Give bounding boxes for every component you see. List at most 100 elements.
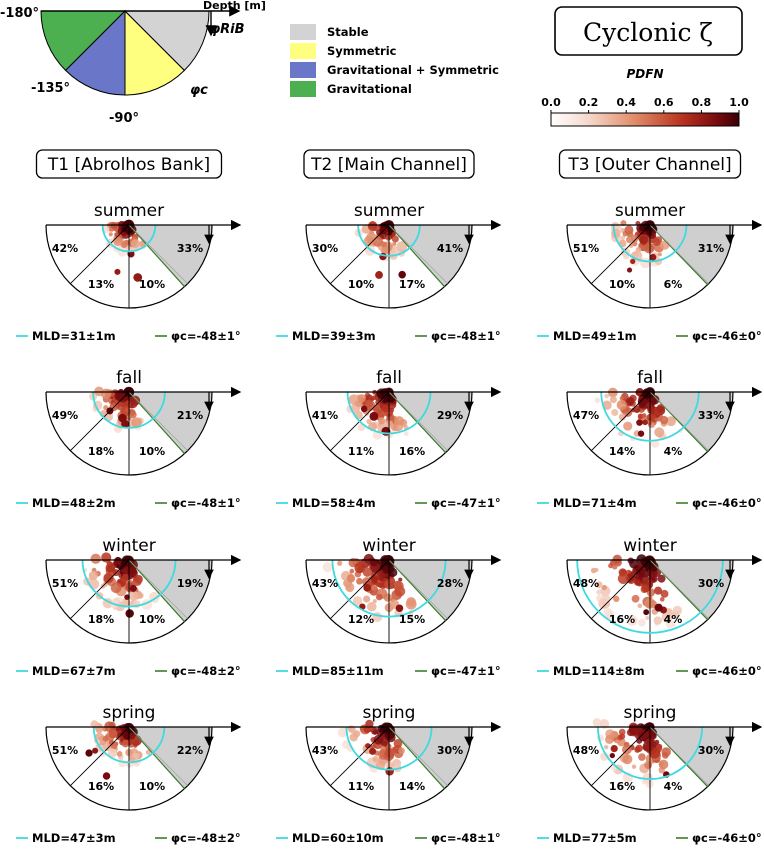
pdf-blob — [129, 584, 137, 592]
pdf-blob — [609, 396, 617, 404]
pdf-blob — [396, 241, 408, 252]
panel-0-summer: summer 42% 13% 10% 33% MLD=31±1m φc=-48±1° — [16, 201, 242, 343]
pdf-blob — [611, 765, 617, 771]
pdf-blob — [642, 740, 654, 752]
guide-line — [128, 726, 188, 786]
stable-sector — [129, 727, 212, 789]
season-title: winter — [102, 536, 156, 556]
legend-label-2: Gravitational + Symmetric — [327, 63, 499, 77]
panel-1-summer: summer 30% 10% 17% 41% MLD=39±3m φc=-48±1° — [276, 201, 502, 343]
legend-angle-90: -90° — [109, 111, 139, 126]
legend-depth-label: Depth [m] — [203, 0, 266, 12]
phic-legend-label: φc=-48±1° — [431, 329, 501, 343]
phic-legend-label: φc=-46±0° — [692, 831, 762, 845]
guide-line — [649, 224, 709, 284]
phic-legend-label: φc=-46±0° — [692, 329, 762, 343]
column-header-2: T3 [Outer Channel] — [567, 155, 731, 175]
pdf-blob — [105, 563, 116, 573]
season-title: fall — [116, 368, 142, 388]
pct-grav-sym: 16% — [88, 780, 114, 793]
pct-grav-sym: 13% — [88, 278, 114, 291]
pdf-blob — [653, 616, 663, 625]
pdf-blob — [126, 726, 133, 733]
pct-symmetric: 14% — [399, 780, 425, 793]
pdf-blob — [337, 560, 343, 566]
cyclonic-title-box: Cyclonic ζ — [554, 6, 743, 56]
pdf-blob — [635, 744, 643, 753]
pdf-blob — [638, 753, 646, 761]
guide-line — [388, 559, 448, 619]
pdf-blob — [366, 232, 377, 244]
pct-grav-sym: 11% — [348, 445, 374, 458]
phi-c-line — [128, 726, 185, 790]
season-title: fall — [637, 368, 663, 388]
colorbar-tick-label-1: 0.2 — [579, 96, 599, 109]
mld-legend-label: MLD=85±11m — [292, 664, 384, 678]
panel-1-spring: spring 43% 11% 14% 30% MLD=60±10m φc=-48±1° — [276, 703, 502, 845]
season-title: winter — [362, 536, 416, 556]
pct-stable: 33% — [698, 409, 724, 422]
phic-legend-label: φc=-48±2° — [171, 664, 241, 678]
phi-c-line — [128, 559, 185, 623]
pct-gravitational: 47% — [573, 409, 599, 422]
pdf-blob — [384, 747, 395, 758]
legend-key: Depth [m] φRiB φc -180° -135° -90° Stable Symme… — [0, 0, 499, 126]
pct-symmetric: 4% — [664, 445, 683, 458]
mld-legend-label: MLD=49±1m — [553, 329, 637, 343]
pdf-blob — [398, 747, 405, 755]
guide-line — [128, 391, 188, 451]
legend-label-3: Gravitational — [327, 82, 412, 96]
pdf-blob — [345, 582, 355, 593]
sector-divider — [590, 559, 651, 620]
pdf-blob — [596, 589, 602, 595]
season-title: fall — [376, 368, 402, 388]
pct-grav-sym: 18% — [88, 445, 114, 458]
pdf-blob — [364, 411, 370, 416]
pdf-blob — [630, 258, 636, 265]
legend-label-0: Stable — [327, 25, 369, 39]
pdf-blob — [372, 756, 379, 763]
sector-divider — [69, 391, 130, 452]
pdf-blob — [381, 246, 390, 255]
sector-divider — [69, 726, 130, 787]
pdf-blob — [626, 397, 635, 406]
cyclonic-title: Cyclonic ζ — [583, 18, 713, 47]
column-header-box-2 — [558, 149, 742, 179]
panel-0-winter: winter 51% 18% 10% 19% MLD=67±7m φc=-48±2° — [16, 536, 242, 678]
pdf-blob — [632, 241, 638, 247]
colorbar-tick-label-0: 0.0 — [541, 96, 561, 109]
pct-stable: 21% — [177, 409, 203, 422]
phic-legend-label: φc=-48±1° — [171, 329, 241, 343]
legend-angle-135: -135° — [31, 81, 70, 96]
pct-gravitational: 51% — [573, 242, 599, 255]
pdf-blob — [595, 581, 603, 589]
pct-grav-sym: 16% — [609, 780, 635, 793]
legend-sector-grav-sym — [64, 9, 126, 96]
pdf-blob — [657, 574, 666, 583]
pdf-blob — [659, 415, 669, 425]
pdf-blob — [391, 231, 396, 237]
legend-phi-rib-label: φRiB — [210, 22, 245, 37]
pdf-blob — [393, 581, 404, 591]
pdf-blob — [654, 586, 663, 595]
mld-legend-label: MLD=47±3m — [32, 831, 116, 845]
pct-stable: 33% — [177, 242, 203, 255]
pdf-blob — [363, 583, 372, 592]
pdf-blob — [125, 609, 134, 618]
pdf-blob — [391, 235, 399, 243]
pdf-blob — [356, 577, 363, 585]
pdf-blob — [644, 761, 653, 770]
pdf-blob — [406, 596, 416, 607]
pdf-blob — [672, 605, 683, 616]
phi-c-line — [128, 391, 185, 455]
pdf-blob — [388, 567, 398, 578]
pct-gravitational: 48% — [573, 577, 599, 590]
pdf-blob — [643, 609, 650, 616]
pdf-blob — [106, 560, 112, 566]
pdf-blob — [637, 727, 643, 733]
phic-legend-label: φc=-46±0° — [692, 664, 762, 678]
pdf-blob — [397, 424, 403, 431]
panel-1-winter: winter 43% 12% 15% 28% MLD=85±11m φc=-47±1° — [276, 536, 502, 678]
colorbar-tick-label-3: 0.6 — [654, 96, 674, 109]
